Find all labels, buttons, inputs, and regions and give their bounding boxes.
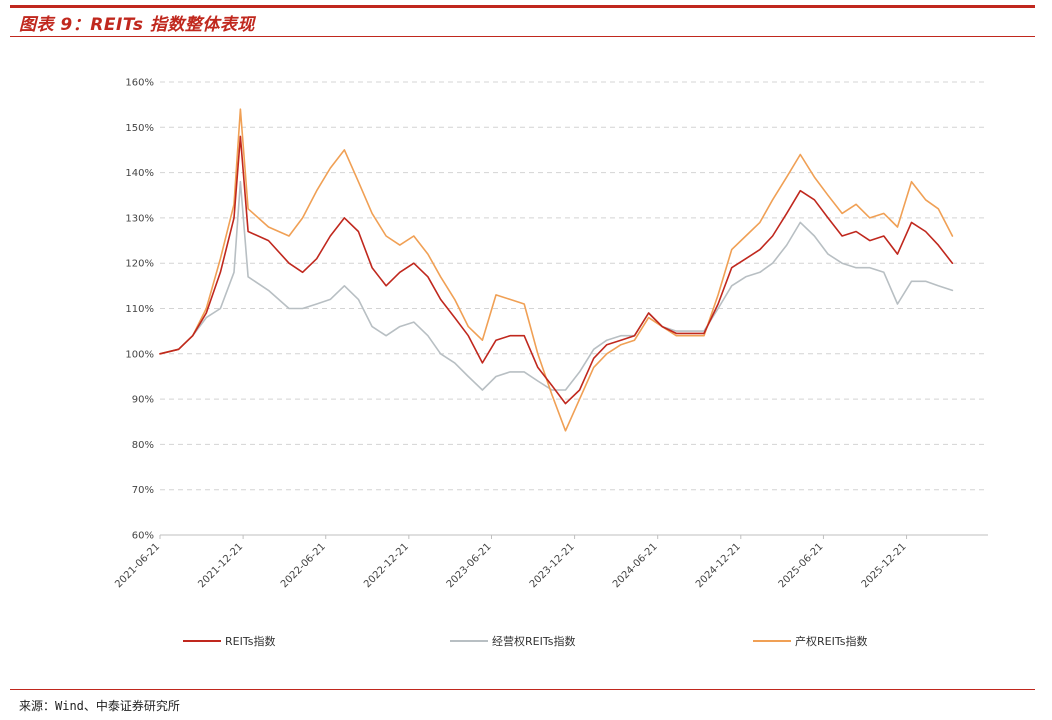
y-tick-label: 60%: [132, 531, 154, 542]
y-tick-label: 100%: [125, 349, 154, 360]
x-tick-label: 2025-12-21: [860, 541, 909, 590]
legend-label-0: REITs指数: [225, 634, 275, 648]
y-tick-label: 130%: [125, 213, 154, 224]
legend-label-1: 经营权REITs指数: [492, 634, 575, 648]
x-tick-label: 2021-06-21: [113, 541, 162, 590]
chart-grid: [160, 81, 988, 536]
x-tick-label: 2022-06-21: [279, 541, 328, 590]
line-chart: 60% 70% 80% 90% 100% 110% 120% 130% 140% 150% 160%…: [113, 78, 988, 648]
y-tick-label: 80%: [132, 440, 154, 451]
x-tick-label: 2024-12-21: [694, 541, 743, 590]
source-note: 来源：Wind、中泰证券研究所: [19, 699, 180, 713]
x-tick-label: 2021-12-21: [196, 541, 245, 590]
chart-legend: REITs指数 经营权REITs指数 产权REITs指数: [183, 634, 867, 648]
y-tick-label: 140%: [125, 168, 154, 179]
x-axis-tick-labels: 2021-06-21 2021-12-21 2022-06-21 2022-12-21…: [113, 535, 909, 590]
x-tick-label: 2025-06-21: [777, 541, 826, 590]
y-tick-label: 160%: [125, 78, 154, 89]
x-tick-label: 2023-12-21: [528, 541, 577, 590]
y-tick-label: 150%: [125, 123, 154, 134]
series-line-2: [159, 108, 954, 432]
bottom-rule: [10, 689, 1035, 690]
series-lines: [159, 108, 954, 432]
series-line-1: [159, 180, 954, 391]
series-line-0: [159, 135, 954, 405]
top-rule: [10, 5, 1035, 8]
x-tick-label: 2022-12-21: [362, 541, 411, 590]
y-tick-label: 90%: [132, 395, 154, 406]
legend-label-2: 产权REITs指数: [795, 634, 867, 648]
y-tick-label: 110%: [125, 304, 154, 315]
y-tick-label: 120%: [125, 259, 154, 270]
x-tick-label: 2024-06-21: [611, 541, 660, 590]
x-tick-label: 2023-06-21: [445, 541, 494, 590]
chart-title: 图表 9：REITs 指数整体表现: [19, 15, 255, 35]
y-axis-tick-labels: 60% 70% 80% 90% 100% 110% 120% 130% 140% 150% 160%: [125, 78, 154, 542]
y-tick-label: 70%: [132, 485, 154, 496]
title-divider: [10, 36, 1035, 37]
